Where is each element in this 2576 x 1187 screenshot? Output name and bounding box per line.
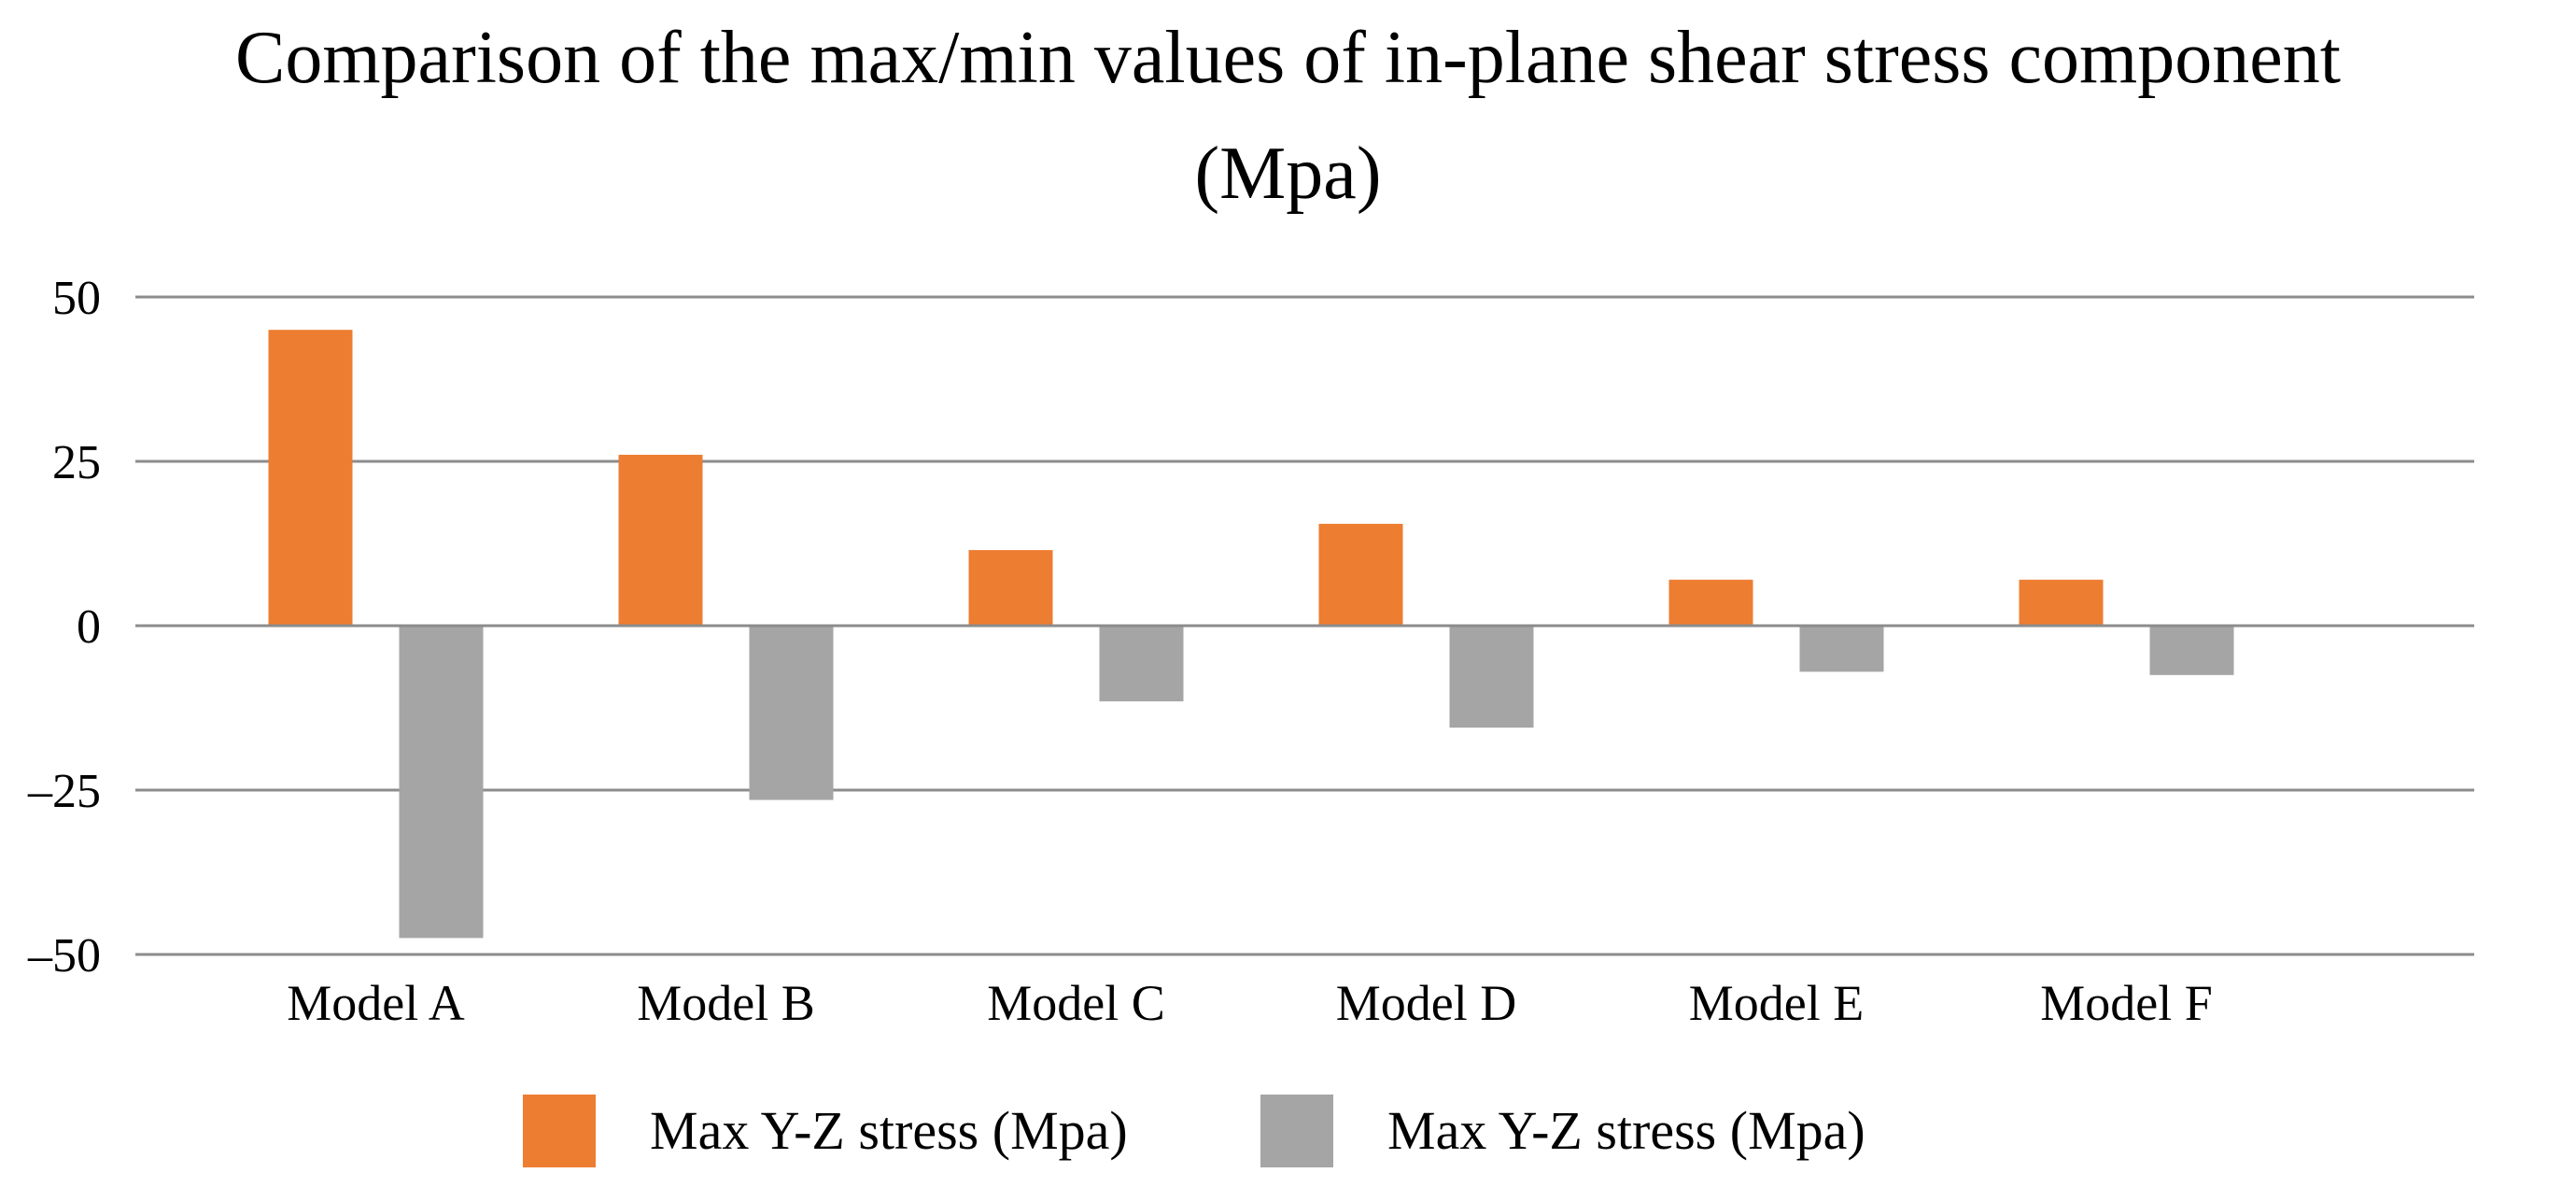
x-tick-label: Model B [637,975,815,1031]
y-tick-label: 50 [52,272,101,325]
legend-item-max: Max Y-Z stress (Mpa) [523,1095,1128,1167]
y-tick-label: 0 [77,601,101,654]
bar-min-5 [1799,626,1884,672]
bar-max-2 [618,454,703,626]
bar-max-6 [2019,579,2104,626]
bar-min-4 [1449,626,1534,728]
legend-label-min: Max Y-Z stress (Mpa) [1387,1100,1865,1161]
x-tick-label: Model A [287,975,465,1031]
bar-min-6 [2149,626,2234,675]
legend-item-min: Max Y-Z stress (Mpa) [1260,1095,1865,1167]
chart-title-unit: (Mpa) [1194,133,1382,215]
bar-min-1 [399,626,484,939]
bar-max-1 [268,330,353,626]
x-tick-label: Model D [1336,975,1516,1031]
bar-max-3 [968,550,1053,626]
x-tick-label: Model F [2040,975,2213,1031]
legend-label-max: Max Y-Z stress (Mpa) [650,1100,1128,1161]
y-tick-label: –25 [27,765,101,818]
y-tick-label: 25 [52,436,101,489]
legend-swatch-max [523,1095,596,1167]
bar-min-2 [749,626,834,800]
bar-max-4 [1318,523,1403,626]
x-tick-label: Model C [987,975,1165,1031]
chart-title: Comparison of the max/min values of in-p… [234,17,2342,99]
bar-max-5 [1668,579,1753,626]
bar-min-3 [1099,626,1184,701]
y-tick-label: –50 [27,929,101,982]
legend-swatch-min [1260,1095,1333,1167]
x-tick-label: Model E [1689,975,1864,1031]
